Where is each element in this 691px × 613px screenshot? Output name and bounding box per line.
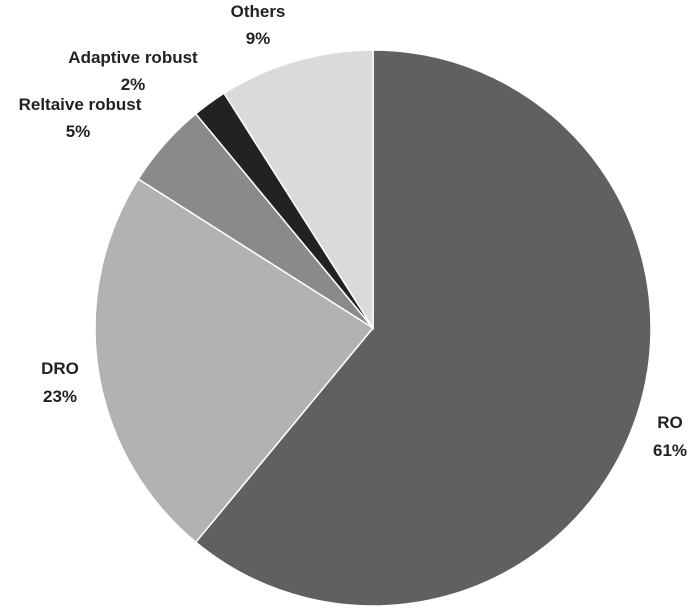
slice-percent-reltaive-robust: 5% — [66, 122, 91, 141]
slice-percent-ro: 61% — [653, 441, 687, 460]
slice-percent-others: 9% — [246, 29, 271, 48]
pie-slice-ro — [194, 49, 652, 607]
pie-slice-dro — [94, 178, 375, 544]
slice-percent-adaptive-robust: 2% — [121, 75, 146, 94]
slice-label-ro: RO — [657, 413, 683, 432]
pie-slices — [94, 49, 652, 607]
slice-label-reltaive-robust: Reltaive robust — [19, 95, 142, 114]
slice-label-others: Others — [231, 2, 286, 21]
slice-label-adaptive-robust: Adaptive robust — [68, 48, 198, 67]
slice-percent-dro: 23% — [43, 387, 77, 406]
pie-slice-others — [223, 49, 374, 331]
slice-label-dro: DRO — [41, 359, 79, 378]
